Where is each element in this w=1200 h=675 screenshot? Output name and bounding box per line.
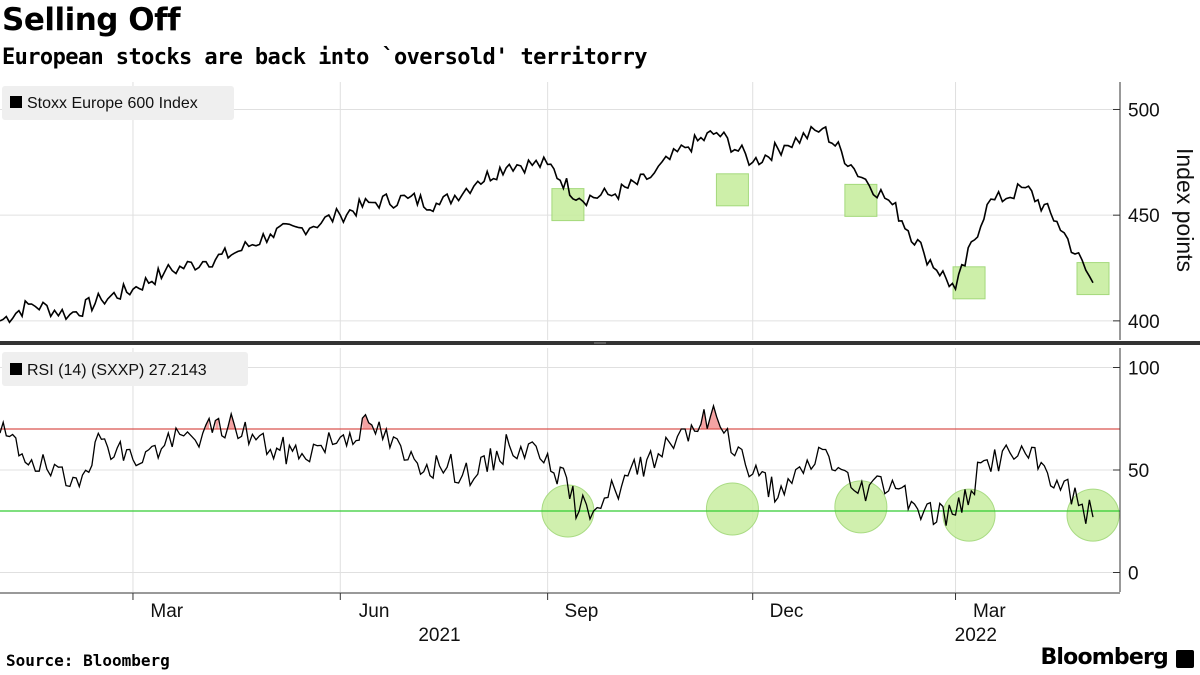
x-axis: Mar Jun Sep Dec Mar 2021 2022 xyxy=(0,592,1120,646)
chart-title: Selling Off xyxy=(2,2,181,38)
x-axis-year-label: 2022 xyxy=(955,625,997,646)
price-series-line xyxy=(0,125,1094,324)
x-axis-month-label: Jun xyxy=(359,601,390,622)
price-panel-highlights xyxy=(551,173,1110,300)
price-highlight-box xyxy=(952,266,986,300)
price-highlight-box xyxy=(715,173,749,207)
rsi-series-line xyxy=(0,403,1094,526)
rsi-highlight-circle xyxy=(942,488,996,542)
rsi-axis-tick-label: 100 xyxy=(1128,359,1160,380)
bloomberg-logo: Bloomberg xyxy=(1040,645,1168,670)
rsi-panel-y-axis: 0 50 100 xyxy=(1113,348,1160,592)
x-axis-month-label: Sep xyxy=(565,601,599,622)
chart-subtitle: European stocks are back into `oversold'… xyxy=(2,45,648,70)
price-axis-tick-label: 450 xyxy=(1128,206,1160,227)
rsi-overbought-fill xyxy=(362,414,372,429)
x-axis-month-label: Mar xyxy=(150,601,183,622)
price-axis-tick-label: 500 xyxy=(1128,100,1160,121)
rsi-highlight-circle xyxy=(705,482,759,536)
rsi-axis-tick-label: 0 xyxy=(1128,564,1139,585)
rsi-overbought-fill xyxy=(215,418,219,429)
source-note: Source: Bloomberg xyxy=(6,651,170,670)
x-axis-month-label: Dec xyxy=(770,601,804,622)
rsi-legend: RSI (14) (SXXP) 27.2143 xyxy=(2,352,248,386)
rsi-highlight-circle xyxy=(834,480,888,534)
x-axis-month-label: Mar xyxy=(973,601,1006,622)
price-legend: Stoxx Europe 600 Index xyxy=(2,86,234,120)
x-axis-year-label: 2021 xyxy=(418,625,460,646)
price-panel-y-axis: 400 450 500 xyxy=(1113,82,1160,340)
rsi-axis-tick-label: 50 xyxy=(1128,461,1149,482)
bloomberg-mark-icon xyxy=(1176,650,1194,668)
price-y-axis-label: Index points xyxy=(1172,148,1198,272)
price-legend-label: Stoxx Europe 600 Index xyxy=(27,95,198,112)
rsi-overbought-fills xyxy=(206,405,721,429)
price-highlight-box xyxy=(551,188,585,222)
rsi-overbought-fill xyxy=(228,413,235,429)
price-highlight-box xyxy=(844,183,878,217)
price-axis-tick-label: 400 xyxy=(1128,312,1160,333)
price-highlight-box xyxy=(1076,262,1110,296)
rsi-legend-label: RSI (14) (SXXP) 27.2143 xyxy=(27,362,207,379)
